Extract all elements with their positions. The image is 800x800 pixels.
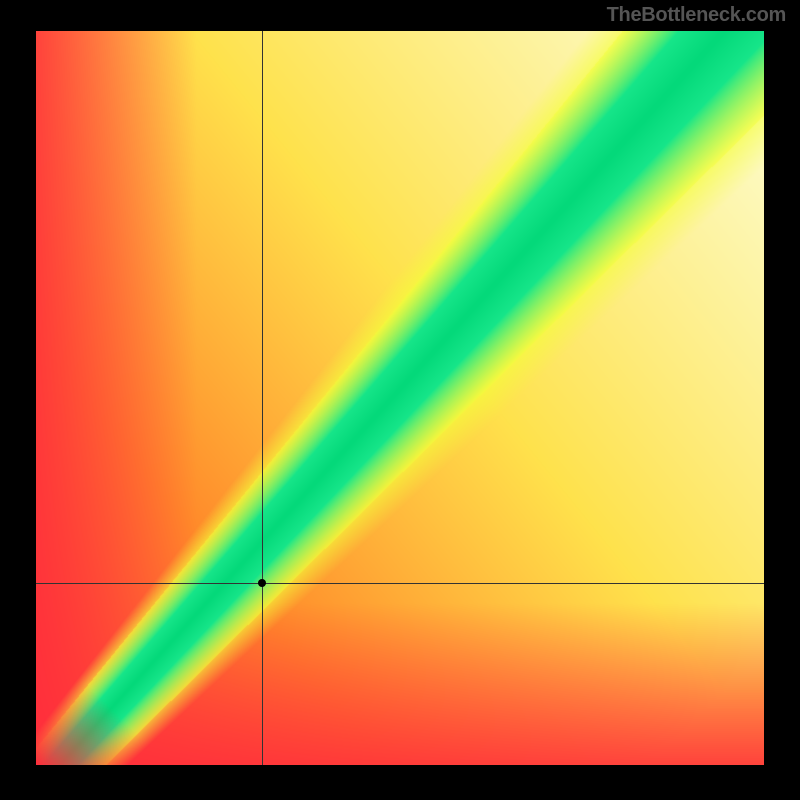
crosshair-horizontal bbox=[36, 583, 764, 584]
watermark-text: TheBottleneck.com bbox=[607, 4, 786, 27]
data-point-dot bbox=[258, 579, 266, 587]
chart-container: TheBottleneck.com bbox=[0, 0, 800, 800]
crosshair-vertical bbox=[262, 31, 263, 765]
heatmap-plot bbox=[36, 31, 764, 765]
